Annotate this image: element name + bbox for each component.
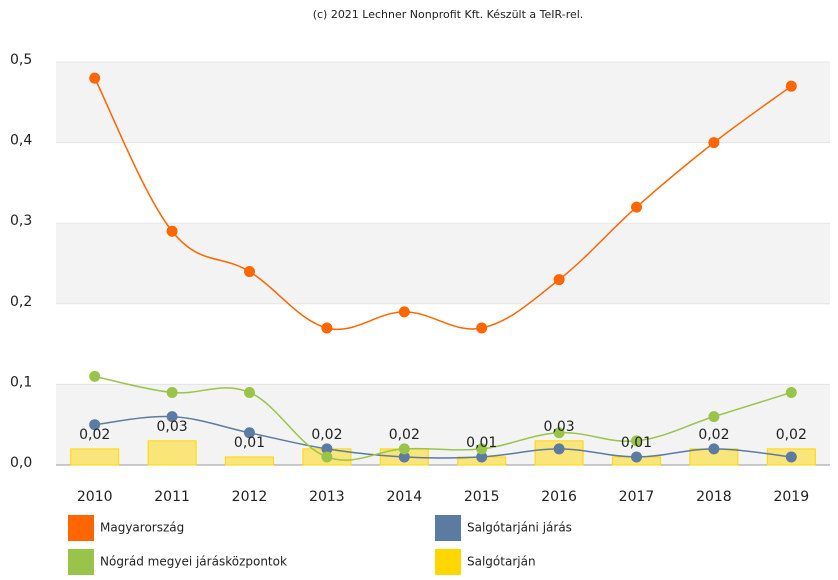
point [89,72,101,84]
legend-swatch [68,549,94,575]
point [89,419,101,431]
point [244,427,255,439]
data-label: 0,03 [544,419,575,435]
point [321,443,333,455]
point [244,266,255,278]
legend-swatch [68,515,94,541]
legend-label: Salgótarján [467,555,536,569]
data-label: 0,01 [466,435,497,451]
x-tick-label: 2013 [309,489,345,505]
bar [70,448,120,466]
point [398,443,410,455]
data-label: 0,01 [621,435,652,451]
point [631,435,642,447]
point [89,370,101,382]
line [94,375,792,461]
point [708,137,720,149]
point [398,451,410,463]
y-tick-label: 0,3 [10,213,32,229]
x-tick-label: 2016 [541,489,577,505]
x-tick-label: 2017 [619,489,655,505]
grid-band [56,223,830,304]
point [553,443,565,455]
point [476,451,488,463]
point [321,322,333,334]
line [94,415,792,459]
legend-label: Salgótarjáni járás [467,521,572,535]
point [476,443,488,455]
x-tick-label: 2014 [386,489,422,505]
point [166,386,178,398]
chart-title: (c) 2021 Lechner Nonprofit Kft. Készült … [313,8,584,21]
x-tick-label: 2015 [464,489,500,505]
line [94,77,792,331]
point [553,274,565,286]
point [321,451,333,463]
y-tick-label: 0,1 [10,374,32,390]
y-tick-label: 0,0 [10,455,32,471]
legend-swatch [435,515,461,541]
point [708,411,720,423]
y-tick-label: 0,5 [10,52,32,68]
y-tick-label: 0,4 [10,133,32,149]
point [631,451,642,463]
point [708,443,720,455]
bar [225,456,274,466]
point [785,80,797,92]
legend-swatch [435,549,461,575]
x-tick-label: 2018 [696,489,732,505]
point [553,427,565,439]
data-label: 0,01 [234,435,265,451]
data-label: 0,02 [776,427,807,443]
x-tick-label: 2010 [77,489,113,505]
data-label: 0,03 [157,419,188,435]
data-label: 0,02 [389,427,420,443]
point [785,386,797,398]
x-tick-label: 2011 [154,489,190,505]
data-label: 0,02 [698,427,729,443]
bar [147,440,197,466]
x-tick-label: 2019 [773,489,809,505]
point [166,411,178,423]
grid-band [56,62,830,143]
point [166,225,178,237]
point [631,201,642,213]
point [398,306,410,318]
legend-label: Magyarország [100,521,184,535]
point [476,322,488,334]
y-tick-label: 0,2 [10,294,32,310]
x-tick-label: 2012 [232,489,268,505]
point [244,386,255,398]
legend-label: Nógrád megyei járásközpontok [100,555,287,569]
data-label: 0,02 [311,427,342,443]
data-label: 0,02 [79,427,110,443]
point [785,451,797,463]
